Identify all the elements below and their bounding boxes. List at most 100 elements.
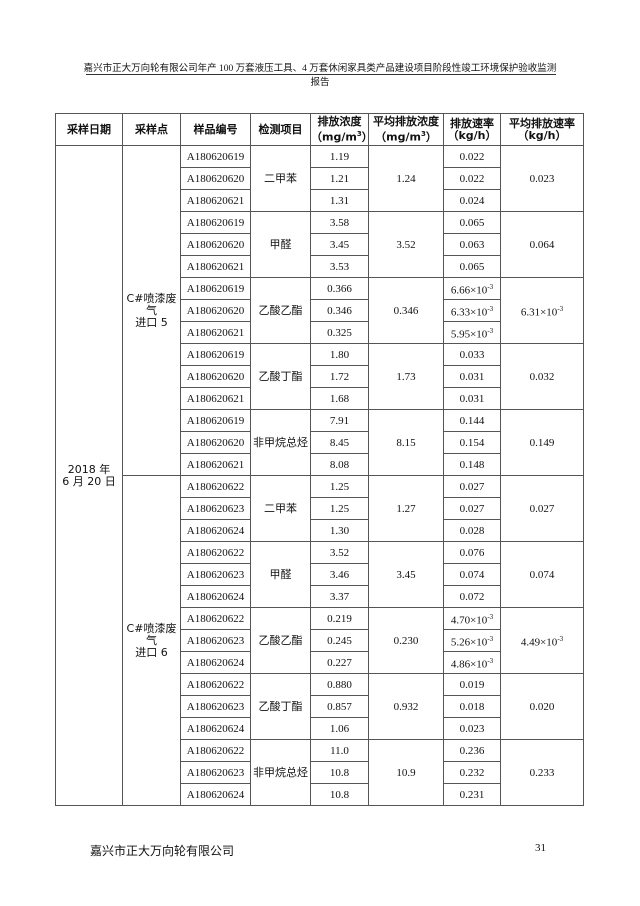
column-header: 采样日期: [55, 113, 123, 146]
emission-rate-cell: 0.018: [443, 695, 501, 718]
sample-id-cell: A180620619: [180, 343, 251, 366]
unit-exponent: 3: [356, 129, 362, 138]
table-row: A180620624 0.227 4.86×10-3: [56, 651, 584, 674]
emission-rate-cell: 5.26×10-3: [443, 629, 501, 652]
concentration-cell: 8.08: [310, 453, 369, 476]
unit-exponent: 3: [420, 129, 426, 138]
emission-rate-cell: 0.024: [443, 189, 501, 212]
concentration-cell: 3.52: [310, 541, 369, 564]
avg-emission-rate-cell: 0.149: [500, 409, 584, 476]
sample-id-cell: A180620624: [180, 783, 251, 806]
emission-rate-cell: 0.027: [443, 475, 501, 498]
column-header: 排放浓度 （mg/m3）: [310, 113, 373, 146]
emission-rate-cell: 0.148: [443, 453, 501, 476]
test-item-cell: 二甲苯: [250, 475, 311, 542]
table-row: A180620623 1.25 0.027: [56, 497, 584, 520]
emission-rate-cell: 4.86×10-3: [443, 651, 501, 674]
concentration-cell: 10.8: [310, 783, 369, 806]
emission-rate-cell: 0.231: [443, 783, 501, 806]
emission-rate-cell: 0.022: [443, 145, 501, 168]
concentration-cell: 3.37: [310, 585, 369, 608]
page-number: 31: [535, 842, 546, 854]
table-row: A180620624 3.37 0.072: [56, 585, 584, 608]
emission-rate-cell: 0.065: [443, 255, 501, 278]
sample-id-cell: A180620621: [180, 189, 251, 212]
emission-rate-cell: 0.072: [443, 585, 501, 608]
concentration-cell: 1.06: [310, 717, 369, 740]
concentration-cell: 0.346: [310, 299, 369, 322]
test-item-cell: 非甲烷总烃: [250, 739, 311, 806]
sample-id-cell: A180620622: [180, 475, 251, 498]
table-row: A180620619 乙酸乙酯 0.366 0.346 6.66×10-3 6.31×10…: [56, 277, 584, 344]
table-row: A180620624 10.8 0.231: [56, 783, 584, 806]
test-item-cell: 甲醛: [250, 211, 311, 278]
sampling-point-cell: C#喷漆废气 进口 6: [122, 475, 181, 806]
emission-rate-cell: 0.019: [443, 673, 501, 696]
concentration-cell: 0.219: [310, 607, 369, 630]
sample-id-cell: A180620622: [180, 673, 251, 696]
avg-concentration-cell: 10.9: [368, 739, 444, 806]
sample-id-cell: A180620620: [180, 365, 251, 388]
table-row: A180620620 3.45 0.063: [56, 233, 584, 256]
exponent: -3: [557, 634, 564, 643]
emission-rate-cell: 0.028: [443, 519, 501, 542]
column-header: 排放速率 （kg/h）: [443, 113, 501, 146]
column-header: 采样点: [122, 113, 181, 146]
emission-rate-cell: 0.144: [443, 409, 501, 432]
test-item-cell: 乙酸丁酯: [250, 673, 311, 740]
table-header-row: 采样日期 采样点 样品编号 检测项目 排放浓度 （mg/m3） 平均排放浓度 （mg/m3）排…: [55, 113, 584, 146]
exponent: -3: [487, 634, 494, 643]
table-row: A180620621 1.68 0.031: [56, 387, 584, 410]
concentration-cell: 1.68: [310, 387, 369, 410]
table-row: A180620621 8.08 0.148: [56, 453, 584, 476]
exponent: -3: [557, 304, 564, 313]
concentration-cell: 0.880: [310, 673, 369, 696]
exponent: -3: [487, 612, 494, 621]
concentration-cell: 10.8: [310, 761, 369, 784]
footer-company: 嘉兴市正大万向轮有限公司: [90, 844, 235, 858]
concentration-cell: 7.91: [310, 409, 369, 432]
emission-rate-cell: 0.232: [443, 761, 501, 784]
table-row: A180620623 0.245 5.26×10-3: [56, 629, 584, 652]
table-row: A180620621 3.53 0.065: [56, 255, 584, 278]
sample-id-cell: A180620621: [180, 453, 251, 476]
avg-concentration-cell: 1.27: [368, 475, 444, 542]
concentration-cell: 1.30: [310, 519, 369, 542]
sample-id-cell: A180620623: [180, 563, 251, 586]
exponent: -3: [487, 656, 494, 665]
table-row: A180620622 乙酸乙酯 0.219 0.230 4.70×10-3 4.49×10…: [56, 607, 584, 674]
concentration-cell: 3.45: [310, 233, 369, 256]
concentration-cell: 1.25: [310, 497, 369, 520]
table-row: A180620619 非甲烷总烃 7.91 8.15 0.144 0.149: [56, 409, 584, 476]
emission-rate-cell: 0.031: [443, 365, 501, 388]
avg-concentration-cell: 1.24: [368, 145, 444, 212]
test-item-cell: 甲醛: [250, 541, 311, 608]
sample-id-cell: A180620623: [180, 497, 251, 520]
concentration-cell: 3.53: [310, 255, 369, 278]
column-header: 检测项目: [250, 113, 311, 146]
emission-rate-cell: 0.076: [443, 541, 501, 564]
sample-id-cell: A180620621: [180, 387, 251, 410]
emission-rate-cell: 0.033: [443, 343, 501, 366]
table-row: C#喷漆废气 进口 6 A180620622 二甲苯 1.25 1.27 0.027 0.02…: [56, 475, 584, 806]
concentration-cell: 1.19: [310, 145, 369, 168]
emission-rate-cell: 0.022: [443, 167, 501, 190]
sample-id-cell: A180620620: [180, 233, 251, 256]
emission-rate-cell: 0.065: [443, 211, 501, 234]
concentration-cell: 1.25: [310, 475, 369, 498]
header-divider: [86, 74, 556, 75]
exponent: -3: [487, 282, 494, 291]
concentration-cell: 1.80: [310, 343, 369, 366]
avg-emission-rate-cell: 4.49×10-3: [500, 607, 584, 674]
test-item-cell: 二甲苯: [250, 145, 311, 212]
table-row: A180620621 1.31 0.024: [56, 189, 584, 212]
avg-concentration-cell: 8.15: [368, 409, 444, 476]
sample-id-cell: A180620624: [180, 717, 251, 740]
column-header: 平均排放浓度 （mg/m3）: [368, 113, 444, 146]
emission-rate-cell: 5.95×10-3: [443, 321, 501, 344]
test-item-cell: 乙酸乙酯: [250, 607, 311, 674]
avg-concentration-cell: 0.346: [368, 277, 444, 344]
sample-id-cell: A180620619: [180, 211, 251, 234]
